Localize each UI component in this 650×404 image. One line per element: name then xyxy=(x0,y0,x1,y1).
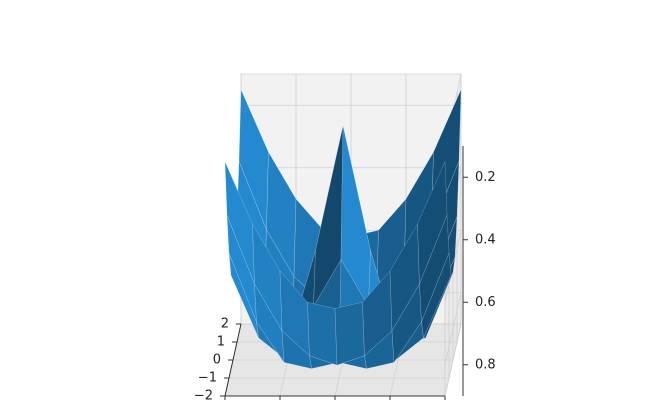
surface-patch xyxy=(423,272,454,339)
y-tick-label: 0 xyxy=(213,353,221,368)
surface-patch xyxy=(417,161,448,284)
surface-patch xyxy=(421,252,452,339)
y-tick-label: −1 xyxy=(198,371,217,386)
z-tick-label: 0.4 xyxy=(475,232,496,247)
surface-patch xyxy=(334,301,365,366)
surface-patch xyxy=(307,301,338,366)
y-tick-label: −2 xyxy=(194,389,213,401)
z-tick-label: 0.2 xyxy=(475,170,496,185)
surface-patch xyxy=(419,215,450,322)
y-tick-label: 2 xyxy=(221,317,229,332)
y-tick-label: 1 xyxy=(217,335,225,350)
z-tick-label: 0.8 xyxy=(475,357,496,372)
z-tick-label: 0.6 xyxy=(475,295,496,310)
